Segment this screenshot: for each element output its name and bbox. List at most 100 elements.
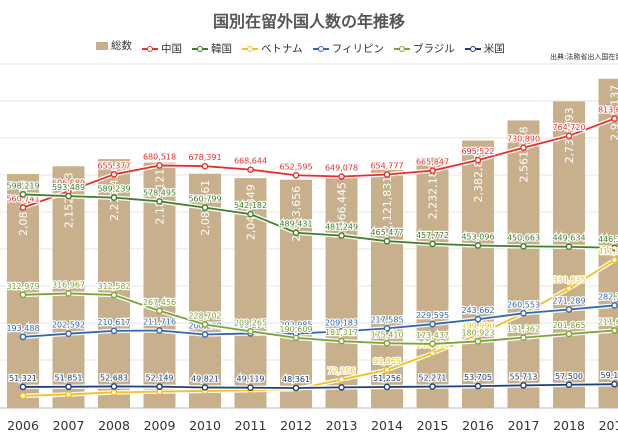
series-0-data-label: 680,518 <box>143 152 176 161</box>
series-5-data-label: 59,172 <box>601 371 618 380</box>
series-2-point <box>429 349 436 357</box>
series-4-data-label: 190,609 <box>279 325 312 334</box>
legend-label: ベトナム <box>261 43 303 55</box>
series-0-data-label: 649,078 <box>325 164 358 173</box>
bar-total <box>598 78 618 408</box>
series-5-point <box>65 383 72 391</box>
series-3-data-label: 203,294 <box>234 320 267 329</box>
series-1-data-label: 449,634 <box>552 234 585 243</box>
bar-total <box>52 166 85 408</box>
chart-source: 出典:法務省出入国在留管理庁 <box>550 53 618 61</box>
bar-label: 2,121,831 <box>381 176 394 232</box>
series-2-data-label: 260,553 <box>507 300 540 309</box>
series-5-data-label: 51,321 <box>9 374 37 383</box>
series-3-data-label: 211,716 <box>143 317 176 326</box>
x-tick-label: 2009 <box>144 418 176 433</box>
series-0-data-label: 654,777 <box>370 162 403 171</box>
series-1-data-label: 457,772 <box>416 231 449 240</box>
series-0-point <box>474 156 482 164</box>
series-4-data-label: 181,317 <box>325 328 358 337</box>
series-5-point <box>156 383 163 390</box>
bar-label: 2,152,973 <box>63 172 76 228</box>
series-5-point <box>292 384 300 392</box>
series-4-point <box>611 327 618 334</box>
bar-label: 2,186,121 <box>154 169 167 225</box>
series-5-data-label: 57,500 <box>555 372 583 381</box>
series-0-data-label: 560,741 <box>6 195 39 204</box>
series-5-data-label: 51,256 <box>373 374 401 383</box>
series-1-data-label: 598,219 <box>6 181 39 190</box>
series-5-data-label: 51,851 <box>55 374 83 383</box>
series-3-point <box>611 302 618 309</box>
series-1-point <box>383 237 391 245</box>
legend-swatch <box>142 45 158 52</box>
series-2-point <box>19 392 27 400</box>
series-3-point <box>474 315 482 323</box>
legend-item: ブラジル <box>393 41 455 56</box>
chart-legend: 総数 中国 韓国 ベトナム フィリピン ブラジル 米国 <box>96 38 515 55</box>
series-1-data-label: 589,239 <box>97 185 130 194</box>
series-0-point <box>429 167 436 174</box>
series-1-data-label: 453,096 <box>461 233 494 242</box>
series-4-data-label: 201,865 <box>552 321 585 330</box>
series-0-data-label: 606,889 <box>52 178 85 187</box>
series-4-point <box>156 307 163 315</box>
series-4-point <box>65 290 72 297</box>
legend-swatch <box>192 45 208 52</box>
series-1-point <box>19 191 27 198</box>
chart-title: 国別在留外国人数の年推移 <box>212 12 405 31</box>
series-5-data-label: 55,713 <box>510 372 538 381</box>
series-5-data-label: 52,683 <box>100 373 128 382</box>
series-1-point <box>474 242 482 249</box>
bar-label: 2,217,426 <box>108 165 121 221</box>
series-3-data-label: 202,985 <box>279 321 312 330</box>
series-2-point <box>611 256 618 264</box>
series-4-point <box>247 328 254 335</box>
series-1-point <box>611 244 618 252</box>
bar-label: 2,561,848 <box>518 126 531 182</box>
series-3-point <box>65 330 72 337</box>
series-0-data-label: 678,391 <box>188 153 221 162</box>
series-1-point <box>292 229 300 237</box>
series-1-point <box>520 243 527 250</box>
series-3-data-label: 217,585 <box>370 315 403 324</box>
bar-total <box>280 179 312 408</box>
series-4-data-label: 173,437 <box>416 331 449 340</box>
series-5-point <box>338 384 345 391</box>
bar-label: 2,933,137 <box>609 85 618 141</box>
series-3-data-label: 202,592 <box>52 321 85 330</box>
series-4-point <box>110 291 118 299</box>
series-5-data-label: 49,119 <box>237 375 265 384</box>
series-0-data-label: 652,595 <box>279 162 312 171</box>
legend-label: 中国 <box>161 43 182 55</box>
series-0-data-label: 695,522 <box>461 147 494 156</box>
series-5-data-label: 49,821 <box>191 374 219 383</box>
series-4-point <box>292 334 300 342</box>
bar-label: 2,232,189 <box>427 163 440 219</box>
series-0-data-label: 668,644 <box>234 157 267 166</box>
series-3-point <box>338 328 345 335</box>
legend-swatch <box>393 45 410 52</box>
series-0-point <box>247 166 254 173</box>
series-3-data-label: 271,289 <box>552 297 585 306</box>
series-3-point <box>429 320 436 328</box>
series-2-line <box>22 259 615 397</box>
x-tick-label: 2011 <box>235 418 267 433</box>
series-5-point <box>611 380 618 388</box>
series-3-data-label: 229,595 <box>416 311 449 320</box>
series-2-data-label: 330,835 <box>552 276 585 285</box>
series-3-point <box>383 325 391 332</box>
series-0-point <box>201 162 209 170</box>
series-3-line <box>22 304 615 338</box>
series-5-point <box>520 382 527 389</box>
series-1-data-label: 542,182 <box>234 201 267 210</box>
legend-label: 米国 <box>483 43 505 55</box>
series-0-point <box>110 171 118 178</box>
series-5-point <box>247 384 254 392</box>
series-5-data-label: 52,149 <box>146 374 174 383</box>
series-5-data-label: 53,705 <box>464 373 492 382</box>
x-tick-label: 2019 <box>599 418 618 433</box>
series-4-data-label: 228,702 <box>188 311 221 320</box>
legend-label: ブラジル <box>412 43 455 55</box>
series-2-point <box>110 389 118 396</box>
